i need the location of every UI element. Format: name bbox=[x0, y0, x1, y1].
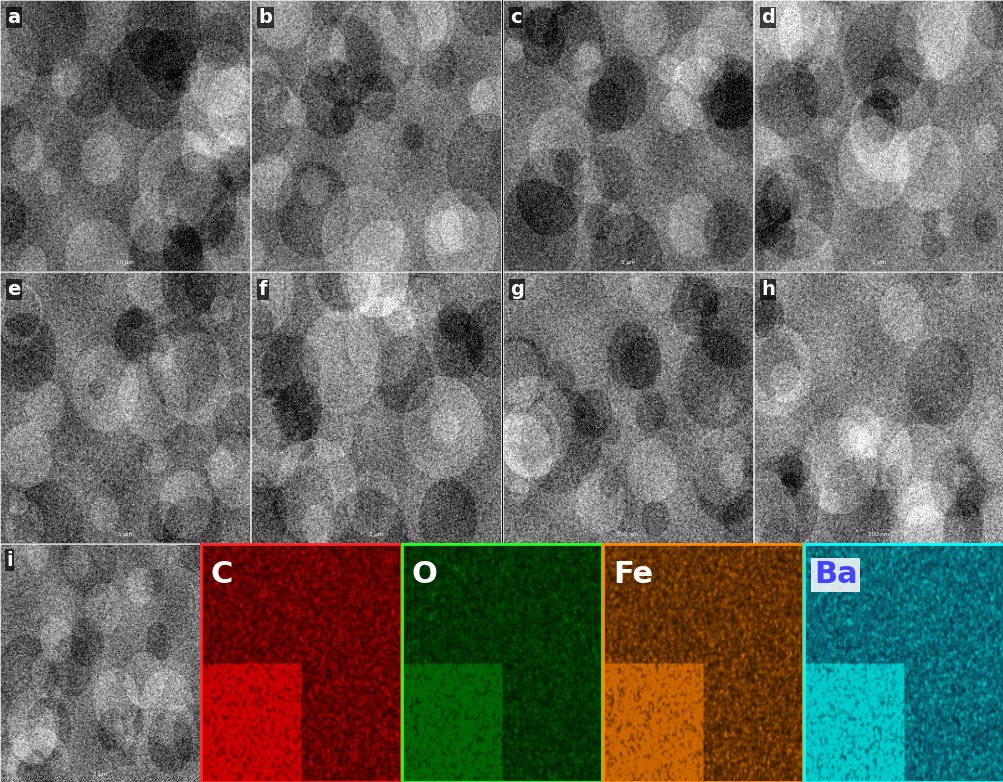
Text: 2 μm: 2 μm bbox=[369, 532, 383, 537]
Text: h: h bbox=[760, 280, 774, 299]
Text: Ba: Ba bbox=[813, 560, 857, 590]
Text: i: i bbox=[6, 551, 13, 570]
Text: O: O bbox=[411, 560, 437, 590]
Text: 50 μm: 50 μm bbox=[116, 260, 133, 265]
Text: b: b bbox=[259, 8, 273, 27]
Text: 5 μm: 5 μm bbox=[620, 260, 634, 265]
Text: 200 nm: 200 nm bbox=[868, 532, 889, 537]
Text: e: e bbox=[7, 280, 21, 299]
Text: 5 μm: 5 μm bbox=[118, 532, 132, 537]
Text: 2 μm: 2 μm bbox=[93, 773, 107, 777]
Text: 1 μm: 1 μm bbox=[871, 260, 885, 265]
Text: 20 μm: 20 μm bbox=[367, 260, 385, 265]
Text: 500 nm: 500 nm bbox=[617, 532, 638, 537]
Text: d: d bbox=[760, 8, 774, 27]
Text: f: f bbox=[259, 280, 267, 299]
Text: C: C bbox=[211, 560, 233, 590]
Text: Fe: Fe bbox=[612, 560, 652, 590]
Text: c: c bbox=[510, 8, 522, 27]
Text: g: g bbox=[510, 280, 524, 299]
Text: a: a bbox=[7, 8, 21, 27]
Text: Ba: Ba bbox=[813, 560, 857, 590]
